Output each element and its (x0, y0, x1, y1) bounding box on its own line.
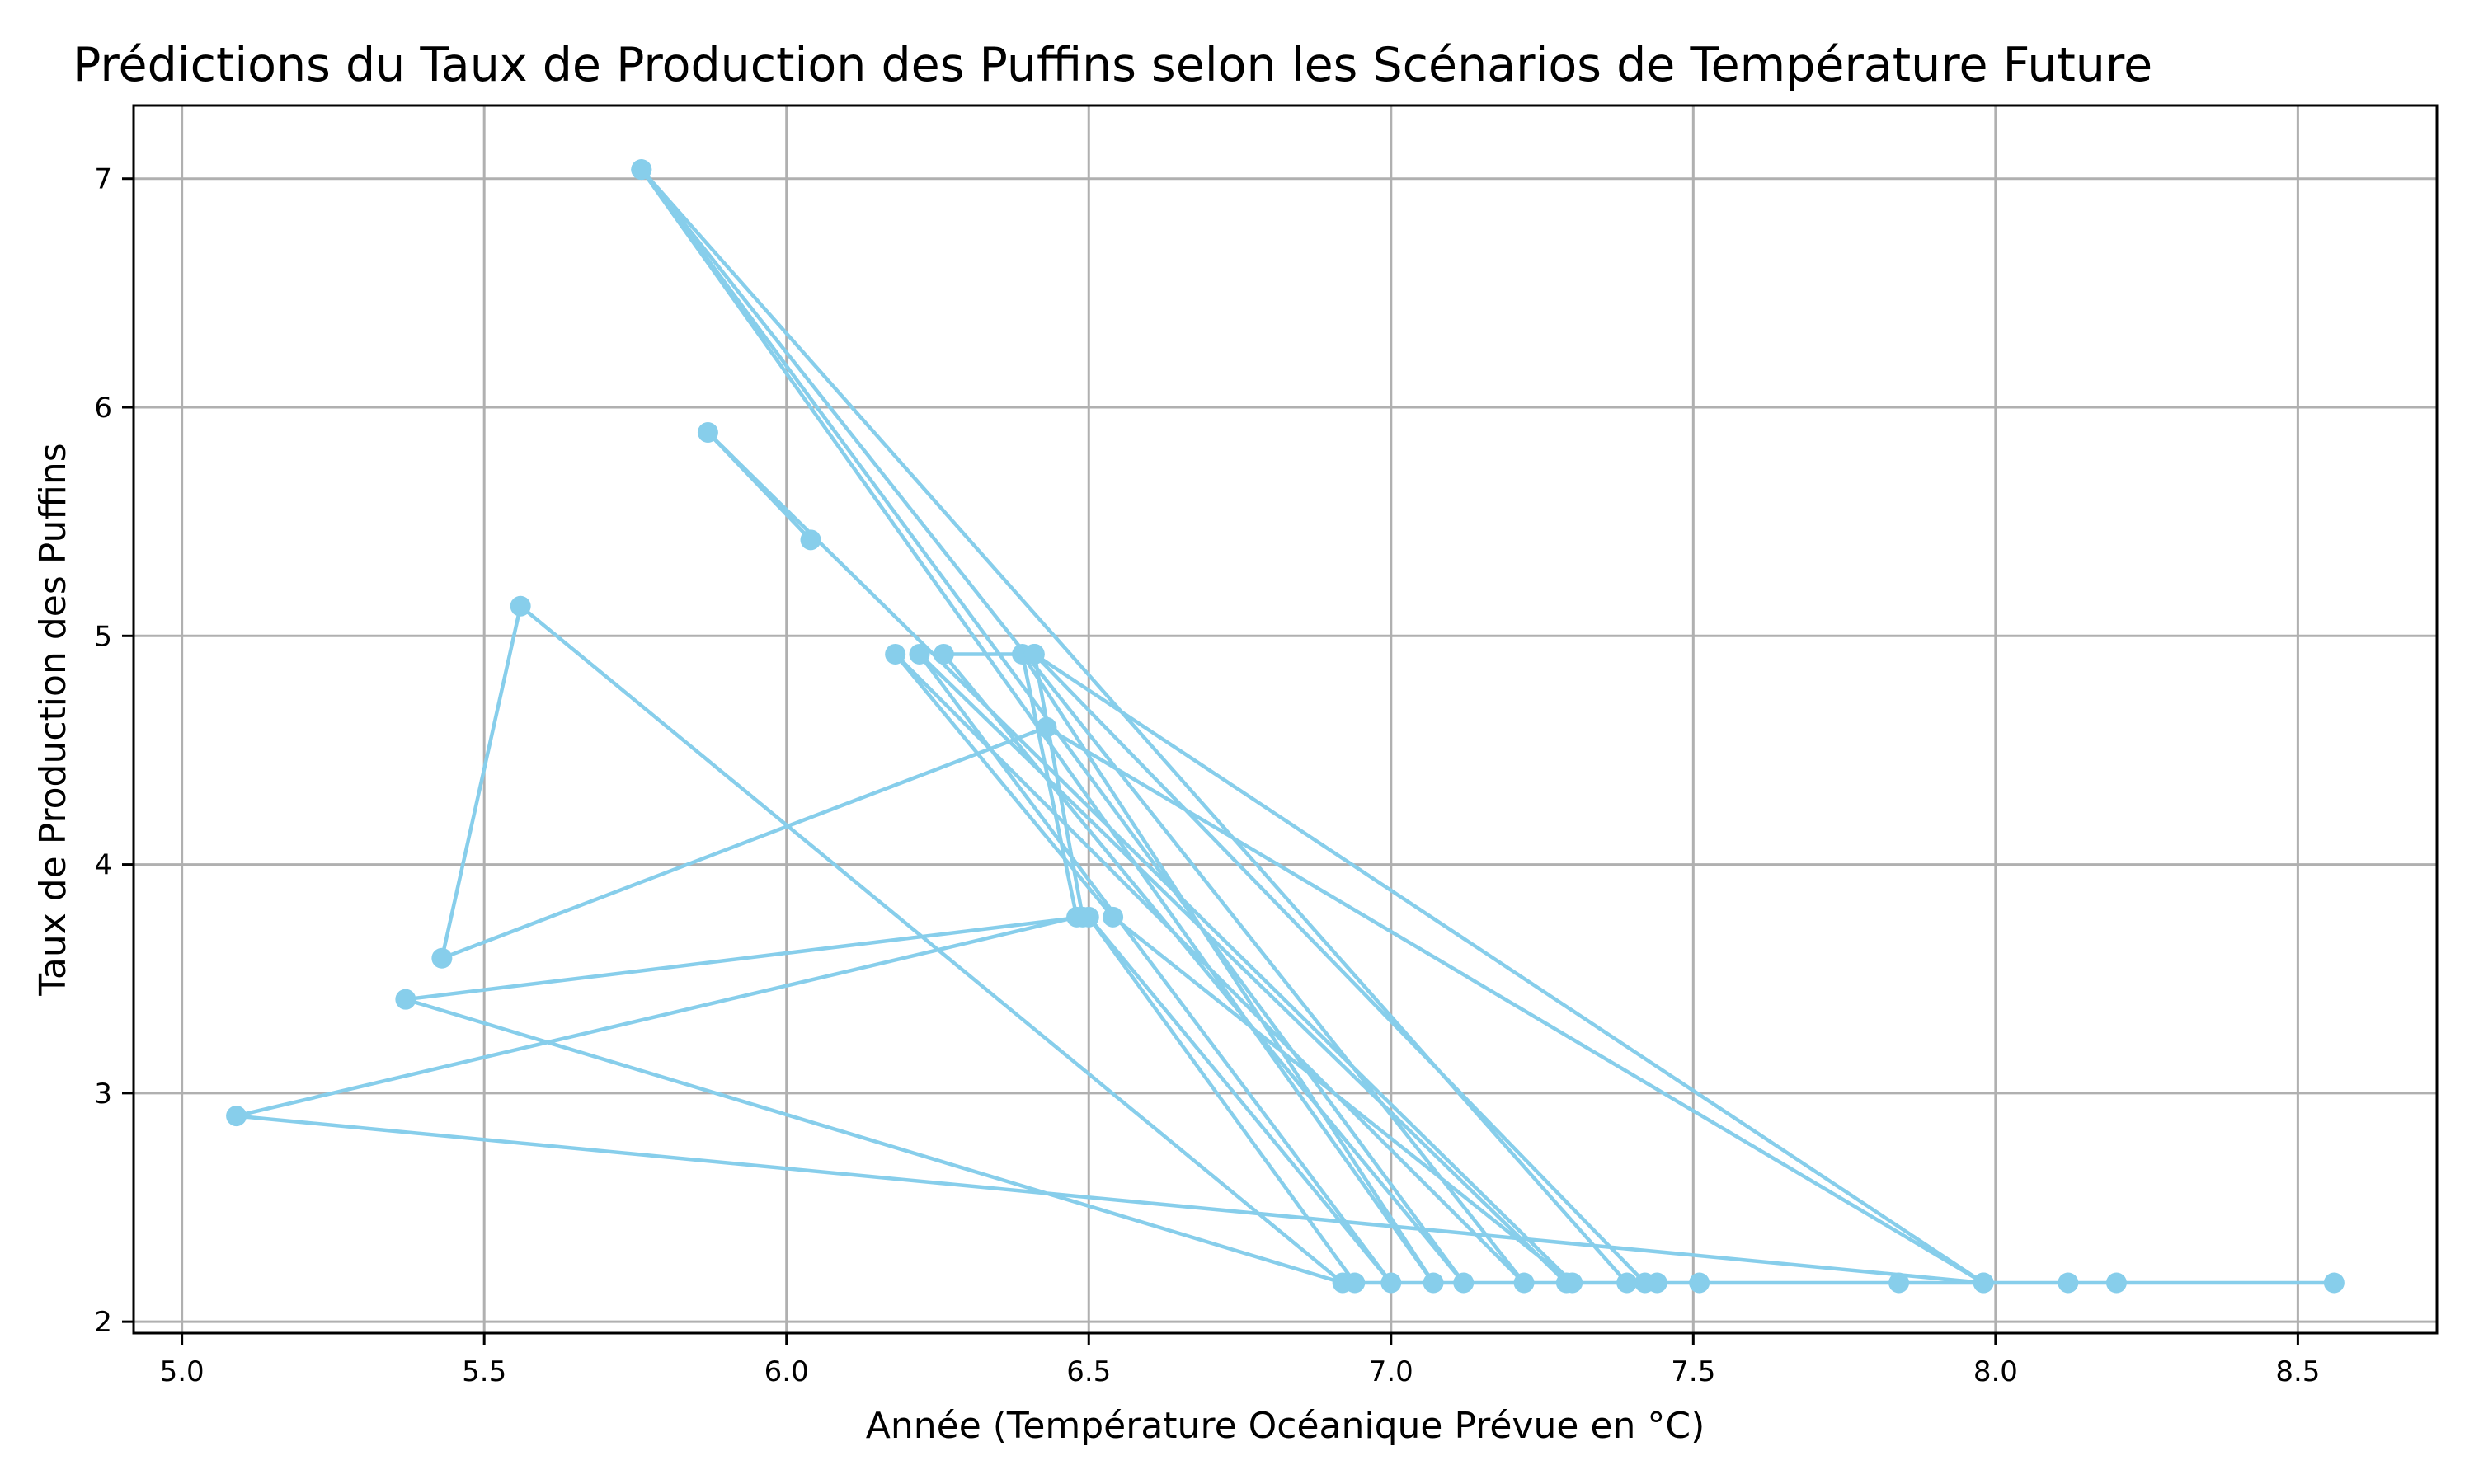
data-point (933, 643, 954, 665)
y-tick-label: 3 (94, 1078, 112, 1111)
x-tick-label: 8.0 (1973, 1355, 2018, 1388)
data-point (1380, 1272, 1402, 1294)
axis-ticks: 5.0 5.5 6.0 6.5 7.0 7.5 8.0 8.5 2 3 4 5 6 7 (94, 163, 2320, 1388)
data-point (1078, 906, 1099, 928)
x-tick-label: 5.5 (462, 1355, 506, 1388)
x-tick-label: 8.5 (2275, 1355, 2320, 1388)
data-point (909, 643, 930, 665)
data-point (431, 947, 453, 969)
y-axis-label: Taux de Production des Puffins (32, 443, 74, 996)
x-tick-label: 6.0 (764, 1355, 809, 1388)
x-tick-label: 7.0 (1369, 1355, 1413, 1388)
y-tick-label: 5 (94, 620, 112, 653)
x-tick-label: 5.0 (160, 1355, 205, 1388)
chart-title: Prédictions du Taux de Production des Pu… (73, 38, 2152, 92)
x-tick-label: 6.5 (1066, 1355, 1111, 1388)
data-point (1023, 643, 1045, 665)
x-axis-label: Année (Température Océanique Prévue en °… (866, 1405, 1705, 1447)
data-point (1646, 1272, 1667, 1294)
data-point (2323, 1272, 2345, 1294)
data-point (226, 1106, 247, 1127)
data-point (1888, 1272, 1910, 1294)
data-point (697, 422, 718, 444)
data-point (1423, 1272, 1444, 1294)
data-point (1616, 1272, 1638, 1294)
data-point (800, 529, 821, 551)
data-point (1973, 1272, 1994, 1294)
x-tick-label: 7.5 (1671, 1355, 1715, 1388)
data-point (1453, 1272, 1475, 1294)
data-point (1689, 1272, 1710, 1294)
data-point (1344, 1272, 1366, 1294)
data-point (885, 643, 906, 665)
data-point (395, 989, 416, 1010)
data-point (510, 595, 531, 617)
data-point (2105, 1272, 2127, 1294)
data-point (1555, 1272, 1577, 1294)
y-tick-label: 6 (94, 392, 112, 425)
y-tick-label: 2 (94, 1306, 112, 1339)
data-point (631, 159, 652, 181)
grid (134, 106, 2437, 1333)
data-point (1103, 906, 1124, 928)
y-tick-label: 4 (94, 849, 112, 882)
y-tick-label: 7 (94, 163, 112, 196)
data-point (1513, 1272, 1535, 1294)
data-point (1036, 716, 1057, 738)
data-point (2058, 1272, 2079, 1294)
series-points (226, 159, 2345, 1294)
plot-frame (132, 104, 2439, 1335)
